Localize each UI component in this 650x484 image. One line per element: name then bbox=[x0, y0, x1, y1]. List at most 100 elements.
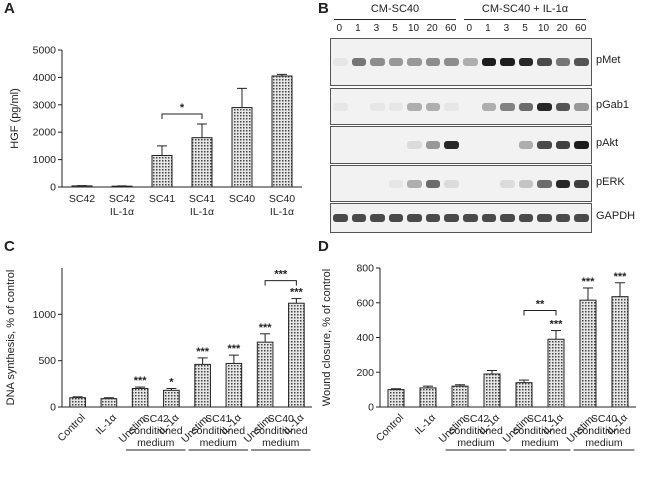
bar bbox=[271, 75, 293, 188]
blot-strip-gapdh bbox=[330, 203, 592, 233]
bar bbox=[151, 154, 173, 188]
blot-strip-pakt bbox=[330, 126, 592, 164]
y-axis-label: HGF (pg/ml) bbox=[9, 88, 21, 149]
y-tick-label: 600 bbox=[356, 297, 374, 309]
group-label: medium bbox=[137, 437, 175, 449]
panel-b-letter: B bbox=[318, 0, 329, 17]
blot-band bbox=[518, 58, 534, 66]
blot-row-label: pERK bbox=[596, 175, 625, 188]
blot-band bbox=[444, 141, 459, 149]
chart-a-hgf: 0 1000 2000 3000 4000 5000 HGF (pg/ml) SC42 SC42… bbox=[9, 45, 302, 218]
blot-lane-label: 5 bbox=[392, 23, 398, 34]
blot-lane-label: 10 bbox=[408, 23, 420, 34]
blot-band bbox=[500, 179, 515, 188]
blot-band bbox=[425, 141, 441, 149]
blot-band bbox=[537, 214, 552, 222]
significance-bracket bbox=[264, 280, 297, 286]
y-tick-label: 0 bbox=[50, 182, 56, 194]
x-tick-label: SC40 bbox=[269, 193, 295, 205]
blot-lane-label: 20 bbox=[426, 23, 438, 34]
group-label: medium bbox=[262, 437, 300, 449]
significance-bracket bbox=[161, 113, 203, 119]
y-tick-label: 2000 bbox=[33, 127, 57, 139]
y-tick-label: 200 bbox=[356, 367, 374, 379]
group-label: SC42 bbox=[463, 413, 489, 425]
blot-band bbox=[351, 214, 367, 222]
y-tick-label: 800 bbox=[356, 263, 374, 275]
bar bbox=[387, 389, 405, 408]
y-tick-label: 0 bbox=[368, 402, 374, 414]
bar bbox=[483, 373, 501, 408]
significance-star: *** bbox=[134, 375, 148, 387]
significance-bracket-label: *** bbox=[274, 269, 288, 281]
y-tick-label: 4000 bbox=[33, 72, 57, 84]
bar bbox=[611, 296, 629, 408]
x-tick-label: IL-1α bbox=[110, 206, 134, 218]
blot-condition-line bbox=[464, 19, 586, 20]
group-label: medium bbox=[585, 437, 623, 449]
significance-star: *** bbox=[227, 343, 241, 355]
group-label: SC40 bbox=[268, 413, 294, 425]
blot-lane-label: 1 bbox=[485, 23, 491, 34]
blot-band bbox=[463, 58, 478, 66]
blot-band bbox=[555, 179, 571, 188]
blot-band bbox=[444, 214, 459, 222]
blot-band bbox=[518, 214, 534, 222]
bar bbox=[288, 302, 305, 408]
y-tick-label: 500 bbox=[38, 355, 56, 367]
blot-condition-line bbox=[334, 19, 456, 20]
blot-row-label: pGab1 bbox=[596, 98, 630, 111]
blot-band bbox=[574, 102, 589, 111]
bar bbox=[579, 299, 597, 408]
blot-band bbox=[407, 214, 422, 222]
blot-row-label: pAkt bbox=[596, 137, 619, 149]
blot-band bbox=[500, 214, 515, 222]
y-tick-label: 1000 bbox=[33, 309, 57, 321]
blot-band bbox=[388, 102, 404, 111]
group-label: SC40 bbox=[591, 413, 617, 425]
blot-band bbox=[555, 58, 571, 66]
blot-band bbox=[388, 214, 404, 222]
blot-row-label: pMet bbox=[596, 54, 621, 66]
blot-band bbox=[407, 58, 422, 66]
blot-band bbox=[425, 214, 441, 222]
blot-band bbox=[518, 179, 534, 188]
blot-lane-label: 60 bbox=[575, 23, 587, 34]
blot-lane-label: 3 bbox=[503, 23, 510, 34]
blot-band bbox=[574, 179, 589, 188]
blot-band bbox=[555, 214, 571, 222]
blot-band bbox=[537, 102, 552, 111]
y-tick-label: 400 bbox=[356, 332, 374, 344]
x-tick-label: IL-1α bbox=[270, 206, 294, 218]
group-label: medium bbox=[521, 437, 559, 449]
y-axis-label: DNA synthesis, % of control bbox=[5, 270, 17, 406]
blot-band bbox=[537, 141, 552, 149]
blot-band bbox=[555, 102, 571, 111]
significance-star: *** bbox=[259, 322, 273, 334]
y-tick-label: 1000 bbox=[33, 154, 57, 166]
blot-band bbox=[574, 58, 589, 66]
panel-c-letter: C bbox=[4, 238, 15, 255]
blot-band bbox=[407, 179, 422, 188]
blot-band bbox=[574, 141, 589, 149]
blot-band bbox=[370, 214, 385, 222]
blot-lane-label: 0 bbox=[336, 23, 343, 34]
blot-lane-label: 60 bbox=[445, 23, 457, 34]
significance-star: *** bbox=[582, 276, 596, 288]
blot-band bbox=[481, 58, 497, 66]
x-tick-label: SC41 bbox=[189, 193, 215, 205]
group-label: conditioned bbox=[577, 425, 631, 437]
blot-band bbox=[555, 141, 571, 149]
blot-condition-label: CM-SC40 + IL-1α bbox=[481, 3, 569, 15]
significance-star: *** bbox=[614, 271, 628, 283]
panel-a-letter: A bbox=[4, 0, 15, 17]
blot-band bbox=[370, 102, 385, 111]
blot-band bbox=[500, 58, 515, 66]
blot-band bbox=[518, 141, 534, 149]
group-label: SC42 bbox=[143, 413, 169, 425]
blot-band bbox=[500, 102, 515, 111]
blot-band bbox=[425, 179, 441, 188]
group-label: conditioned bbox=[449, 425, 503, 437]
blot-band bbox=[333, 102, 348, 111]
significance-star: *** bbox=[550, 319, 564, 331]
